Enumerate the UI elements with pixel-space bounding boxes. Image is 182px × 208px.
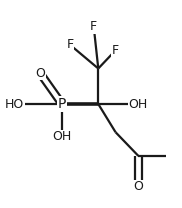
Text: HO: HO: [5, 98, 24, 110]
Text: P: P: [58, 97, 66, 111]
Text: OH: OH: [129, 98, 148, 110]
Text: F: F: [66, 38, 74, 51]
Text: OH: OH: [52, 130, 72, 143]
Text: F: F: [90, 20, 97, 33]
Text: F: F: [112, 44, 119, 57]
Text: O: O: [35, 67, 45, 79]
Text: O: O: [133, 180, 143, 193]
